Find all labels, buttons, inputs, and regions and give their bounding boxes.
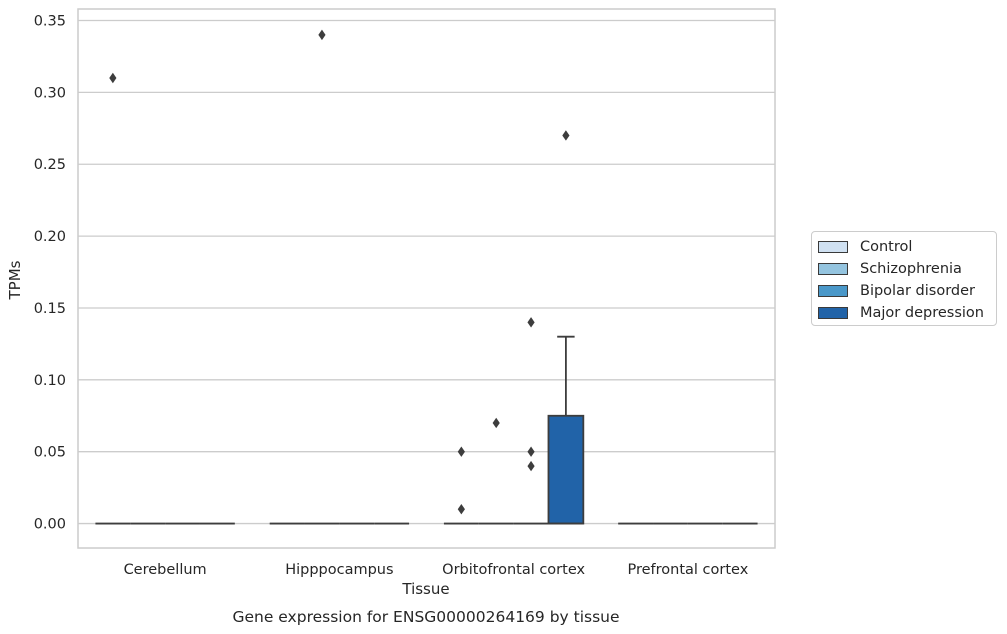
y-tick-label-0.00: 0.00 bbox=[34, 517, 66, 533]
y-tick-label-0.15: 0.15 bbox=[34, 301, 66, 317]
legend-swatch-bipolar-disorder bbox=[818, 285, 848, 297]
box-layer bbox=[95, 29, 758, 525]
box-orbitofrontal-cortex-schizophrenia-outlier-0 bbox=[492, 417, 500, 429]
y-axis-label: TPMs bbox=[6, 260, 24, 300]
chart-caption: Gene expression for ENSG00000264169 by t… bbox=[232, 608, 619, 626]
legend-label-control: Control bbox=[860, 239, 913, 255]
legend-label-bipolar-disorder: Bipolar disorder bbox=[860, 283, 975, 299]
y-tick-label-0.25: 0.25 bbox=[34, 157, 66, 173]
legend-swatch-schizophrenia bbox=[818, 263, 848, 275]
box-orbitofrontal-cortex-control-outlier-1 bbox=[457, 503, 465, 515]
grid-lines bbox=[78, 19, 775, 525]
box-orbitofrontal-cortex-bipolar-disorder-outlier-0 bbox=[527, 317, 535, 328]
x-tick-label-orbitofrontal-cortex: Orbitofrontal cortex bbox=[442, 562, 585, 578]
x-tick-labels: Cerebellum Hipppocampus Orbitofrontal cort… bbox=[124, 562, 749, 578]
legend-swatch-control bbox=[818, 241, 848, 253]
legend-item-bipolar-disorder: Bipolar disorder bbox=[818, 280, 996, 302]
legend-item-schizophrenia: Schizophrenia bbox=[818, 258, 996, 280]
legend-label-schizophrenia: Schizophrenia bbox=[860, 261, 962, 277]
box-cerebellum-control-outlier-0 bbox=[109, 72, 117, 84]
y-tick-label-0.10: 0.10 bbox=[34, 373, 66, 389]
legend-item-major-depression: Major depression bbox=[818, 302, 996, 324]
legend: Control Schizophrenia Bipolar disorder M… bbox=[811, 231, 997, 326]
legend-label-major-depression: Major depression bbox=[860, 305, 984, 321]
x-tick-label-cerebellum: Cerebellum bbox=[124, 562, 207, 578]
legend-swatch-major-depression bbox=[818, 307, 848, 319]
y-tick-label-0.20: 0.20 bbox=[34, 229, 66, 245]
box-orbitofrontal-cortex-major-depression-outlier-0 bbox=[562, 130, 570, 141]
x-tick-label-prefrontal-cortex: Prefrontal cortex bbox=[627, 562, 748, 578]
box-orbitofrontal-cortex-bipolar-disorder-outlier-2 bbox=[527, 460, 535, 472]
y-tick-label-0.05: 0.05 bbox=[34, 445, 66, 461]
y-tick-labels: 0.00 0.05 0.10 0.15 0.20 0.25 0.30 0.35 bbox=[34, 13, 66, 532]
legend-item-control: Control bbox=[818, 236, 996, 258]
box-orbitofrontal-cortex-control-outlier-0 bbox=[457, 446, 465, 457]
x-tick-label-hipppocampus: Hipppocampus bbox=[285, 562, 393, 578]
x-axis-label: Tissue bbox=[401, 580, 449, 598]
box-hipppocampus-schizophrenia-outlier-0 bbox=[318, 29, 326, 41]
plot-frame bbox=[77, 8, 776, 549]
y-tick-label-0.30: 0.30 bbox=[34, 85, 66, 101]
y-tick-label-0.35: 0.35 bbox=[34, 13, 66, 29]
box-orbitofrontal-cortex-bipolar-disorder-outlier-1 bbox=[527, 446, 535, 457]
box-orbitofrontal-cortex-major-depression bbox=[547, 414, 585, 525]
